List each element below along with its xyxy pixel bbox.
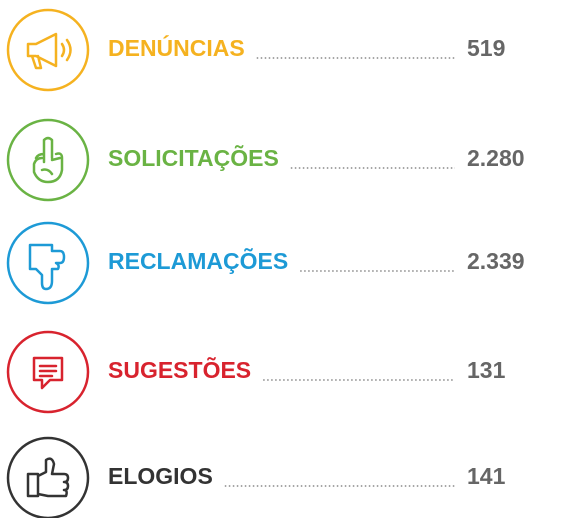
- item-value: 519: [467, 35, 505, 61]
- item-label: RECLAMAÇÕES: [108, 247, 288, 274]
- icon-circle: [6, 330, 90, 414]
- list-item: ELOGIOS 141: [6, 436, 506, 518]
- item-label: ELOGIOS: [108, 463, 213, 489]
- icon: [32, 136, 64, 184]
- icon: [26, 32, 72, 70]
- icon-circle: [6, 221, 90, 305]
- list-item: RECLAMAÇÕES 2.339: [6, 221, 525, 305]
- item-value: 141: [467, 463, 506, 489]
- item-value: 2.280: [467, 145, 525, 171]
- item-label: SUGESTÕES: [108, 356, 251, 383]
- icon: [32, 356, 64, 390]
- item-value: 2.339: [467, 248, 525, 274]
- item-value: 131: [467, 357, 506, 383]
- icon-circle: [6, 118, 90, 202]
- item-label: DENÚNCIAS: [108, 34, 245, 61]
- icon-circle: [6, 436, 90, 518]
- icon: [26, 457, 70, 498]
- icon: [28, 243, 66, 291]
- list-item: SOLICITAÇÕES 2.280: [6, 118, 525, 202]
- list-item: SUGESTÕES 131: [6, 330, 506, 414]
- list-item: DENÚNCIAS 519: [6, 8, 505, 92]
- icon-circle: [6, 8, 90, 92]
- item-label: SOLICITAÇÕES: [108, 144, 279, 171]
